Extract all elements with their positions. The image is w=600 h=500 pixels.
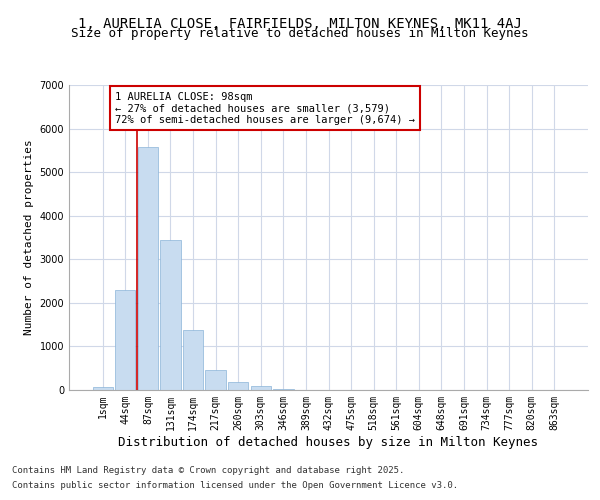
Text: Contains HM Land Registry data © Crown copyright and database right 2025.: Contains HM Land Registry data © Crown c…	[12, 466, 404, 475]
Text: 1, AURELIA CLOSE, FAIRFIELDS, MILTON KEYNES, MK11 4AJ: 1, AURELIA CLOSE, FAIRFIELDS, MILTON KEY…	[78, 18, 522, 32]
Bar	[92, 386, 113, 390]
Bar	[160, 240, 181, 390]
Bar	[228, 382, 248, 390]
Text: 1 AURELIA CLOSE: 98sqm
← 27% of detached houses are smaller (3,579)
72% of semi-: 1 AURELIA CLOSE: 98sqm ← 27% of detached…	[115, 92, 415, 124]
Bar	[138, 147, 158, 390]
Bar	[251, 386, 271, 390]
X-axis label: Distribution of detached houses by size in Milton Keynes: Distribution of detached houses by size …	[119, 436, 539, 448]
Bar	[273, 389, 293, 390]
Bar	[183, 330, 203, 390]
Bar	[205, 370, 226, 390]
Text: Size of property relative to detached houses in Milton Keynes: Size of property relative to detached ho…	[71, 28, 529, 40]
Y-axis label: Number of detached properties: Number of detached properties	[24, 140, 34, 336]
Bar	[115, 290, 136, 390]
Text: Contains public sector information licensed under the Open Government Licence v3: Contains public sector information licen…	[12, 481, 458, 490]
